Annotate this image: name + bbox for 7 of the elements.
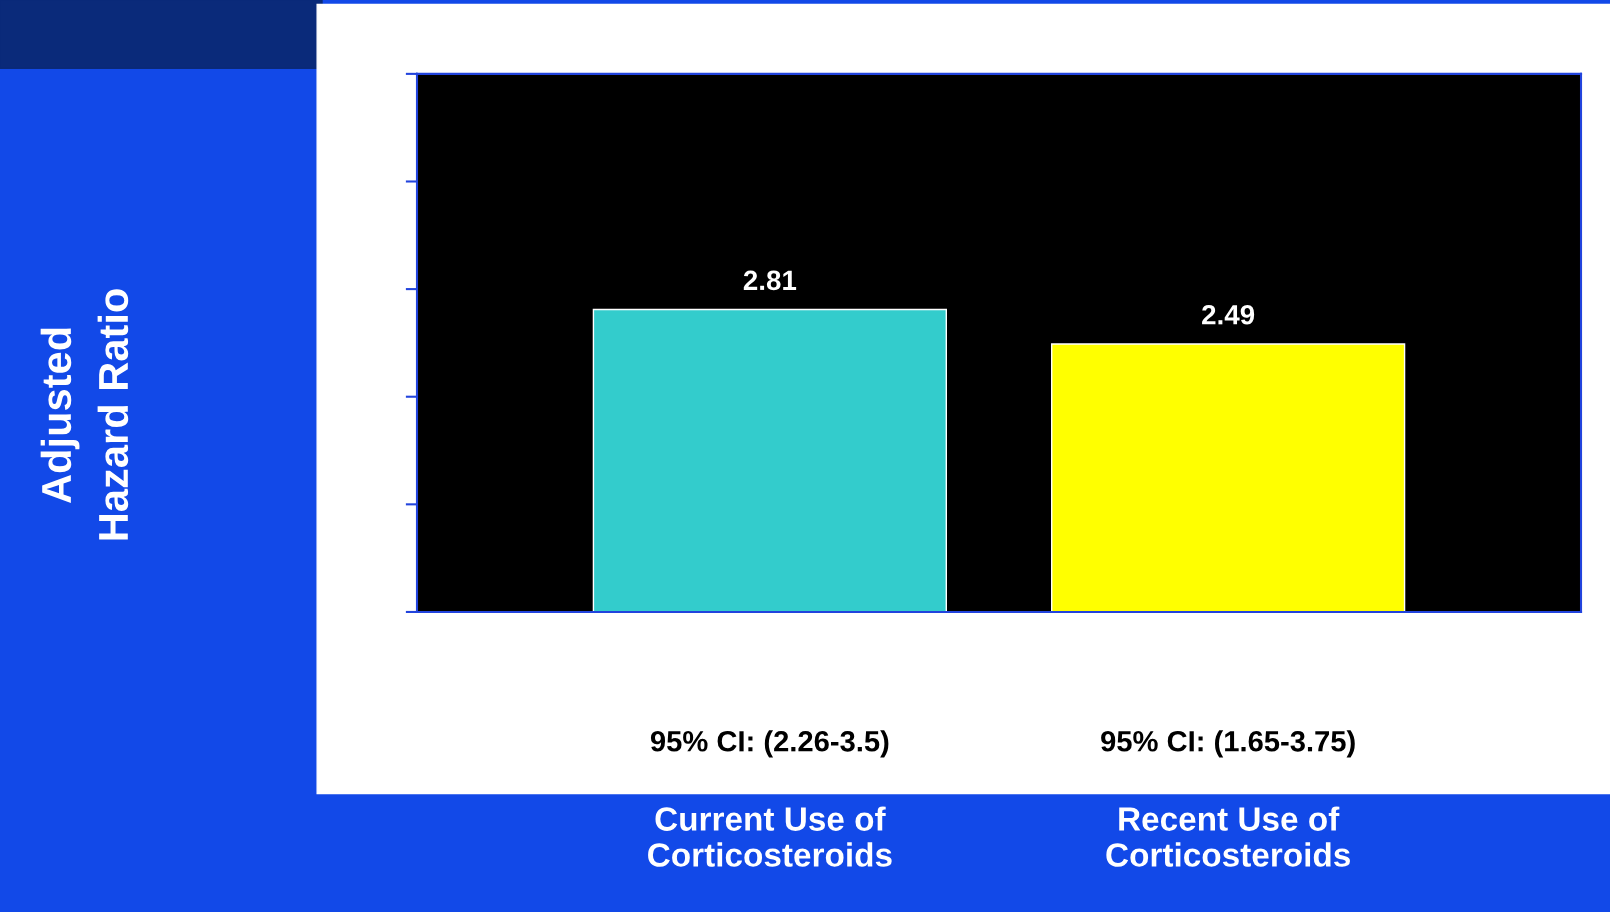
text: Adjusted Hazard Ratio (40, 289, 129, 540)
data-label: 2.49 (1202, 304, 1255, 325)
data-label: 2.81 (743, 270, 797, 291)
text: 95% CI: (1.65-3.75) (1101, 730, 1355, 758)
text: 95% CI: (2.26-3.5) (650, 730, 889, 758)
x-tick-label: Recent Use of Corticosteroids (1106, 806, 1350, 867)
x-tick-label: Current Use of Corticosteroids (648, 806, 892, 867)
